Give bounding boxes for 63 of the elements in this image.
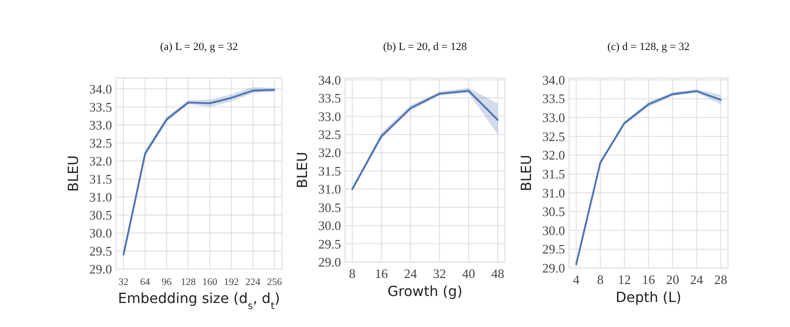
- x-tick-label: 12: [618, 272, 631, 287]
- chart-title: (c) d = 128, g = 32: [607, 41, 690, 53]
- y-tick-label: 32.5: [89, 135, 112, 150]
- y-tick-label: 32.5: [318, 127, 341, 142]
- y-tick-label: 29.0: [318, 254, 341, 270]
- x-tick-label: 64: [140, 277, 150, 288]
- chart-title: (a) L = 20, g = 32: [160, 41, 238, 53]
- y-tick-label: 32.5: [542, 128, 565, 144]
- x-tick-label: 128: [180, 277, 196, 288]
- y-tick-label: 30.5: [542, 204, 565, 220]
- x-tick-label: 40: [462, 266, 476, 281]
- y-tick-label: 31.0: [318, 182, 341, 197]
- x-tick-label: 8: [597, 272, 604, 287]
- y-tick-label: 34.0: [318, 72, 341, 88]
- y-axis-title: BLEU: [66, 155, 82, 192]
- x-tick-label: 192: [224, 277, 239, 288]
- x-tick-label: 16: [374, 266, 388, 281]
- y-tick-label: 32.0: [542, 148, 565, 163]
- y-tick-label: 31.5: [318, 163, 341, 178]
- x-tick-label: 48: [491, 266, 504, 281]
- y-tick-label: 33.0: [89, 117, 112, 132]
- y-tick-label: 33.5: [89, 99, 112, 114]
- y-tick-label: 34.0: [542, 72, 565, 88]
- y-tick-label: 33.0: [542, 110, 565, 126]
- y-tick-label: 30.0: [542, 222, 565, 238]
- x-tick-label: 224: [245, 277, 260, 288]
- x-tick-label: 8: [349, 266, 356, 281]
- y-tick-label: 29.5: [318, 236, 341, 252]
- y-tick-label: 30.5: [318, 200, 341, 215]
- x-axis-title: Embedding size (d$_{s}$, d$_{t}$): [118, 291, 280, 312]
- y-tick-label: 33.0: [318, 108, 341, 124]
- y-tick-label: 31.0: [542, 185, 565, 200]
- x-tick-label: 32: [118, 277, 129, 288]
- x-tick-label: 16: [642, 272, 656, 287]
- y-tick-label: 29.5: [542, 242, 565, 257]
- y-axis-title: BLEU: [295, 152, 311, 188]
- y-tick-label: 30.0: [318, 218, 341, 234]
- x-axis-title: Depth (L): [616, 290, 682, 306]
- y-tick-label: 29.0: [89, 262, 112, 277]
- y-tick-label: 30.5: [89, 207, 112, 222]
- chart-title: (b) L = 20, d = 128: [383, 41, 468, 53]
- x-tick-label: 20: [666, 272, 680, 287]
- y-axis-title: BLEU: [519, 154, 535, 192]
- x-tick-label: 32: [433, 266, 446, 281]
- y-tick-label: 29.5: [89, 244, 112, 259]
- x-tick-label: 24: [404, 266, 418, 281]
- y-tick-label: 33.5: [542, 91, 565, 106]
- y-tick-label: 31.5: [542, 166, 565, 182]
- y-tick-label: 34.0: [89, 81, 112, 96]
- x-tick-label: 24: [690, 272, 704, 287]
- y-tick-label: 29.0: [542, 260, 565, 276]
- x-tick-label: 28: [714, 272, 728, 287]
- y-tick-label: 32.0: [318, 145, 341, 160]
- y-tick-label: 30.0: [89, 226, 112, 241]
- x-tick-label: 96: [162, 277, 172, 288]
- y-tick-label: 31.5: [89, 171, 112, 186]
- y-tick-label: 33.5: [318, 90, 341, 106]
- x-tick-label: 256: [266, 277, 282, 288]
- x-axis-title: Growth (g): [388, 284, 462, 300]
- y-tick-label: 31.0: [89, 189, 112, 204]
- y-tick-label: 32.0: [89, 153, 112, 168]
- x-tick-label: 4: [572, 272, 580, 287]
- x-tick-label: 160: [202, 277, 218, 288]
